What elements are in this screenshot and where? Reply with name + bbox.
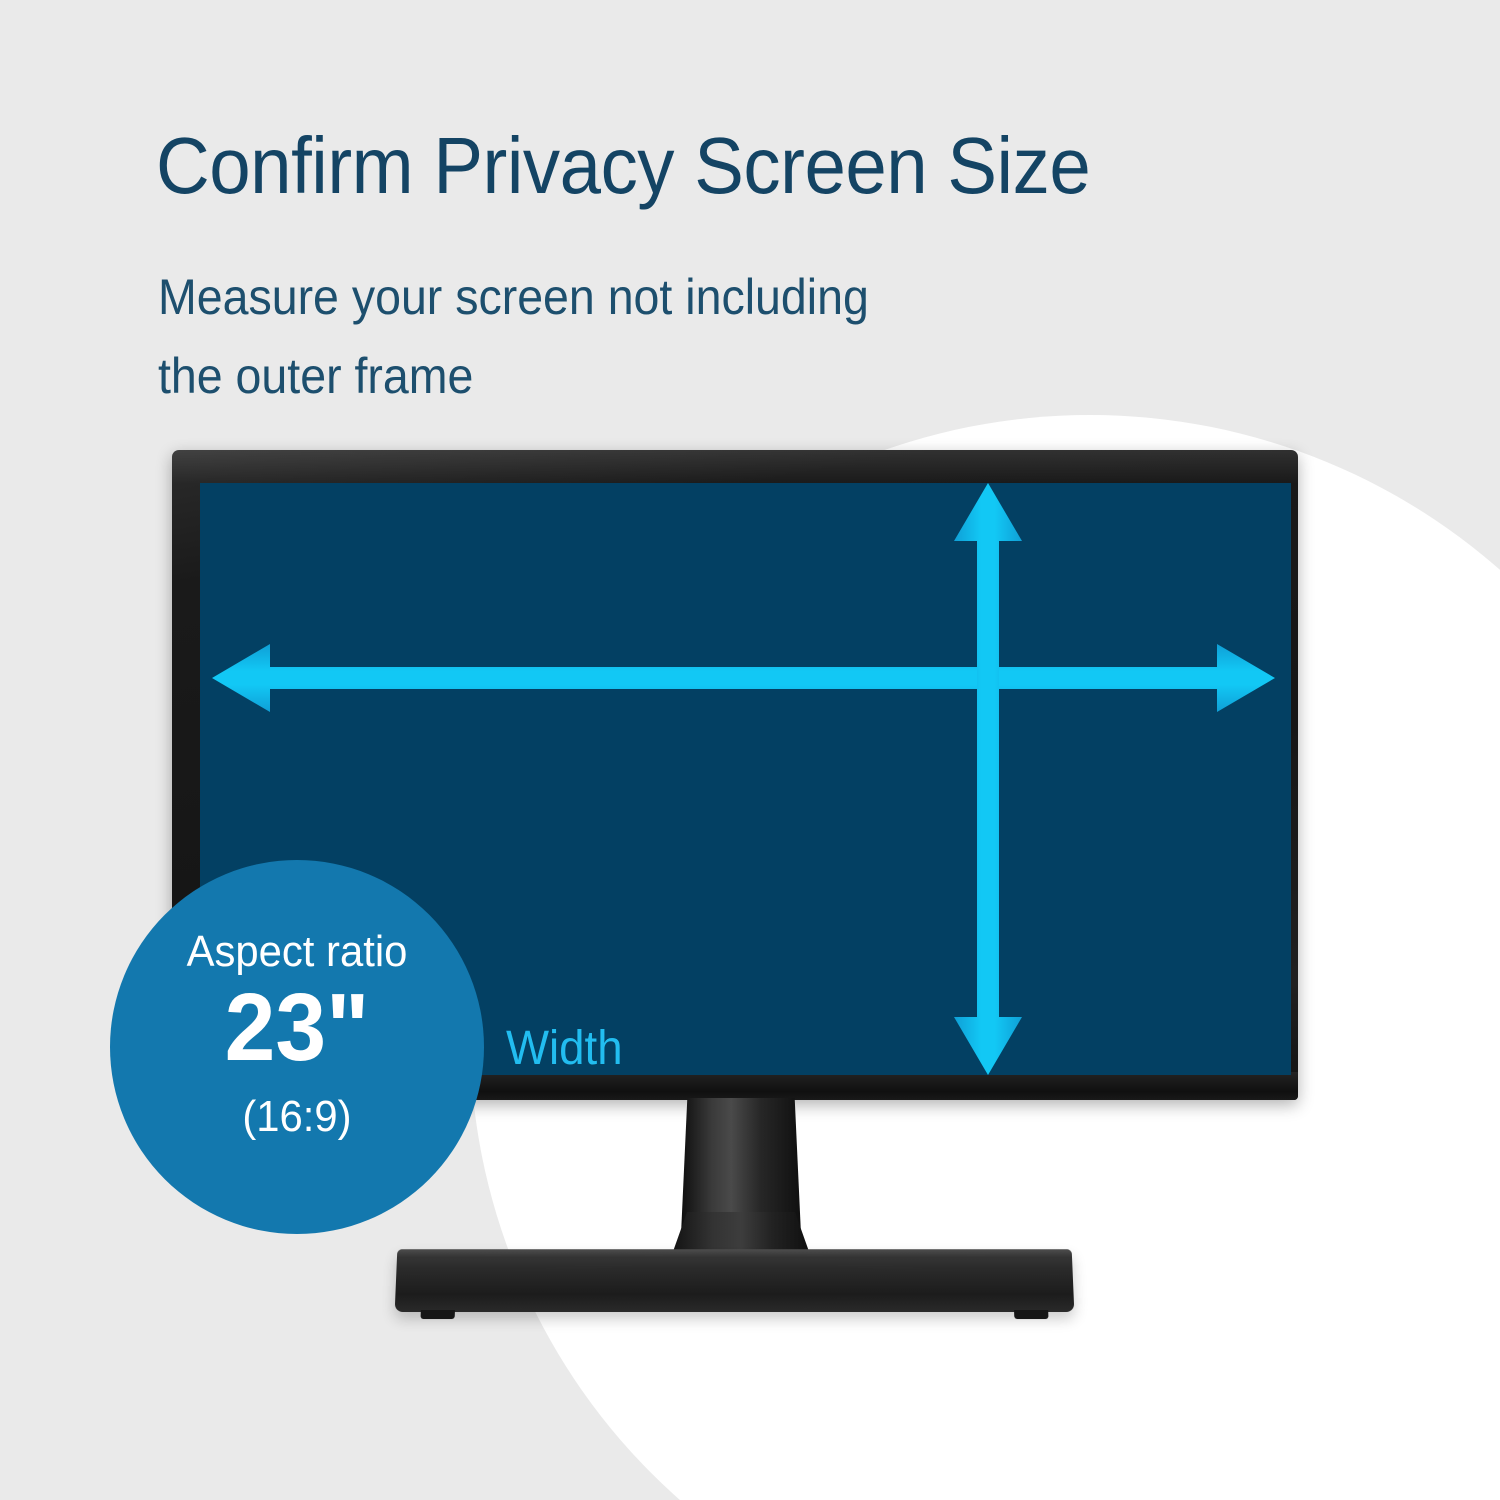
stand-foot-right xyxy=(1014,1309,1049,1320)
height-double-arrow-icon xyxy=(954,483,1022,1075)
monitor-stand-base xyxy=(394,1249,1075,1320)
aspect-ratio-badge: Aspect ratio 23" (16:9) xyxy=(110,860,484,1234)
aspect-ratio-size: 23" xyxy=(224,974,370,1081)
width-label: Width xyxy=(506,1022,623,1075)
aspect-ratio-proportion: (16:9) xyxy=(242,1092,352,1141)
width-double-arrow-icon xyxy=(212,644,1275,712)
page-title: Confirm Privacy Screen Size xyxy=(156,121,1091,210)
stand-base-highlight xyxy=(396,1249,1073,1259)
page-subtitle: Measure your screen not including the ou… xyxy=(158,269,869,404)
stand-foot-left xyxy=(420,1309,455,1320)
aspect-ratio-label: Aspect ratio xyxy=(186,927,408,976)
bezel-highlight xyxy=(172,450,1298,484)
